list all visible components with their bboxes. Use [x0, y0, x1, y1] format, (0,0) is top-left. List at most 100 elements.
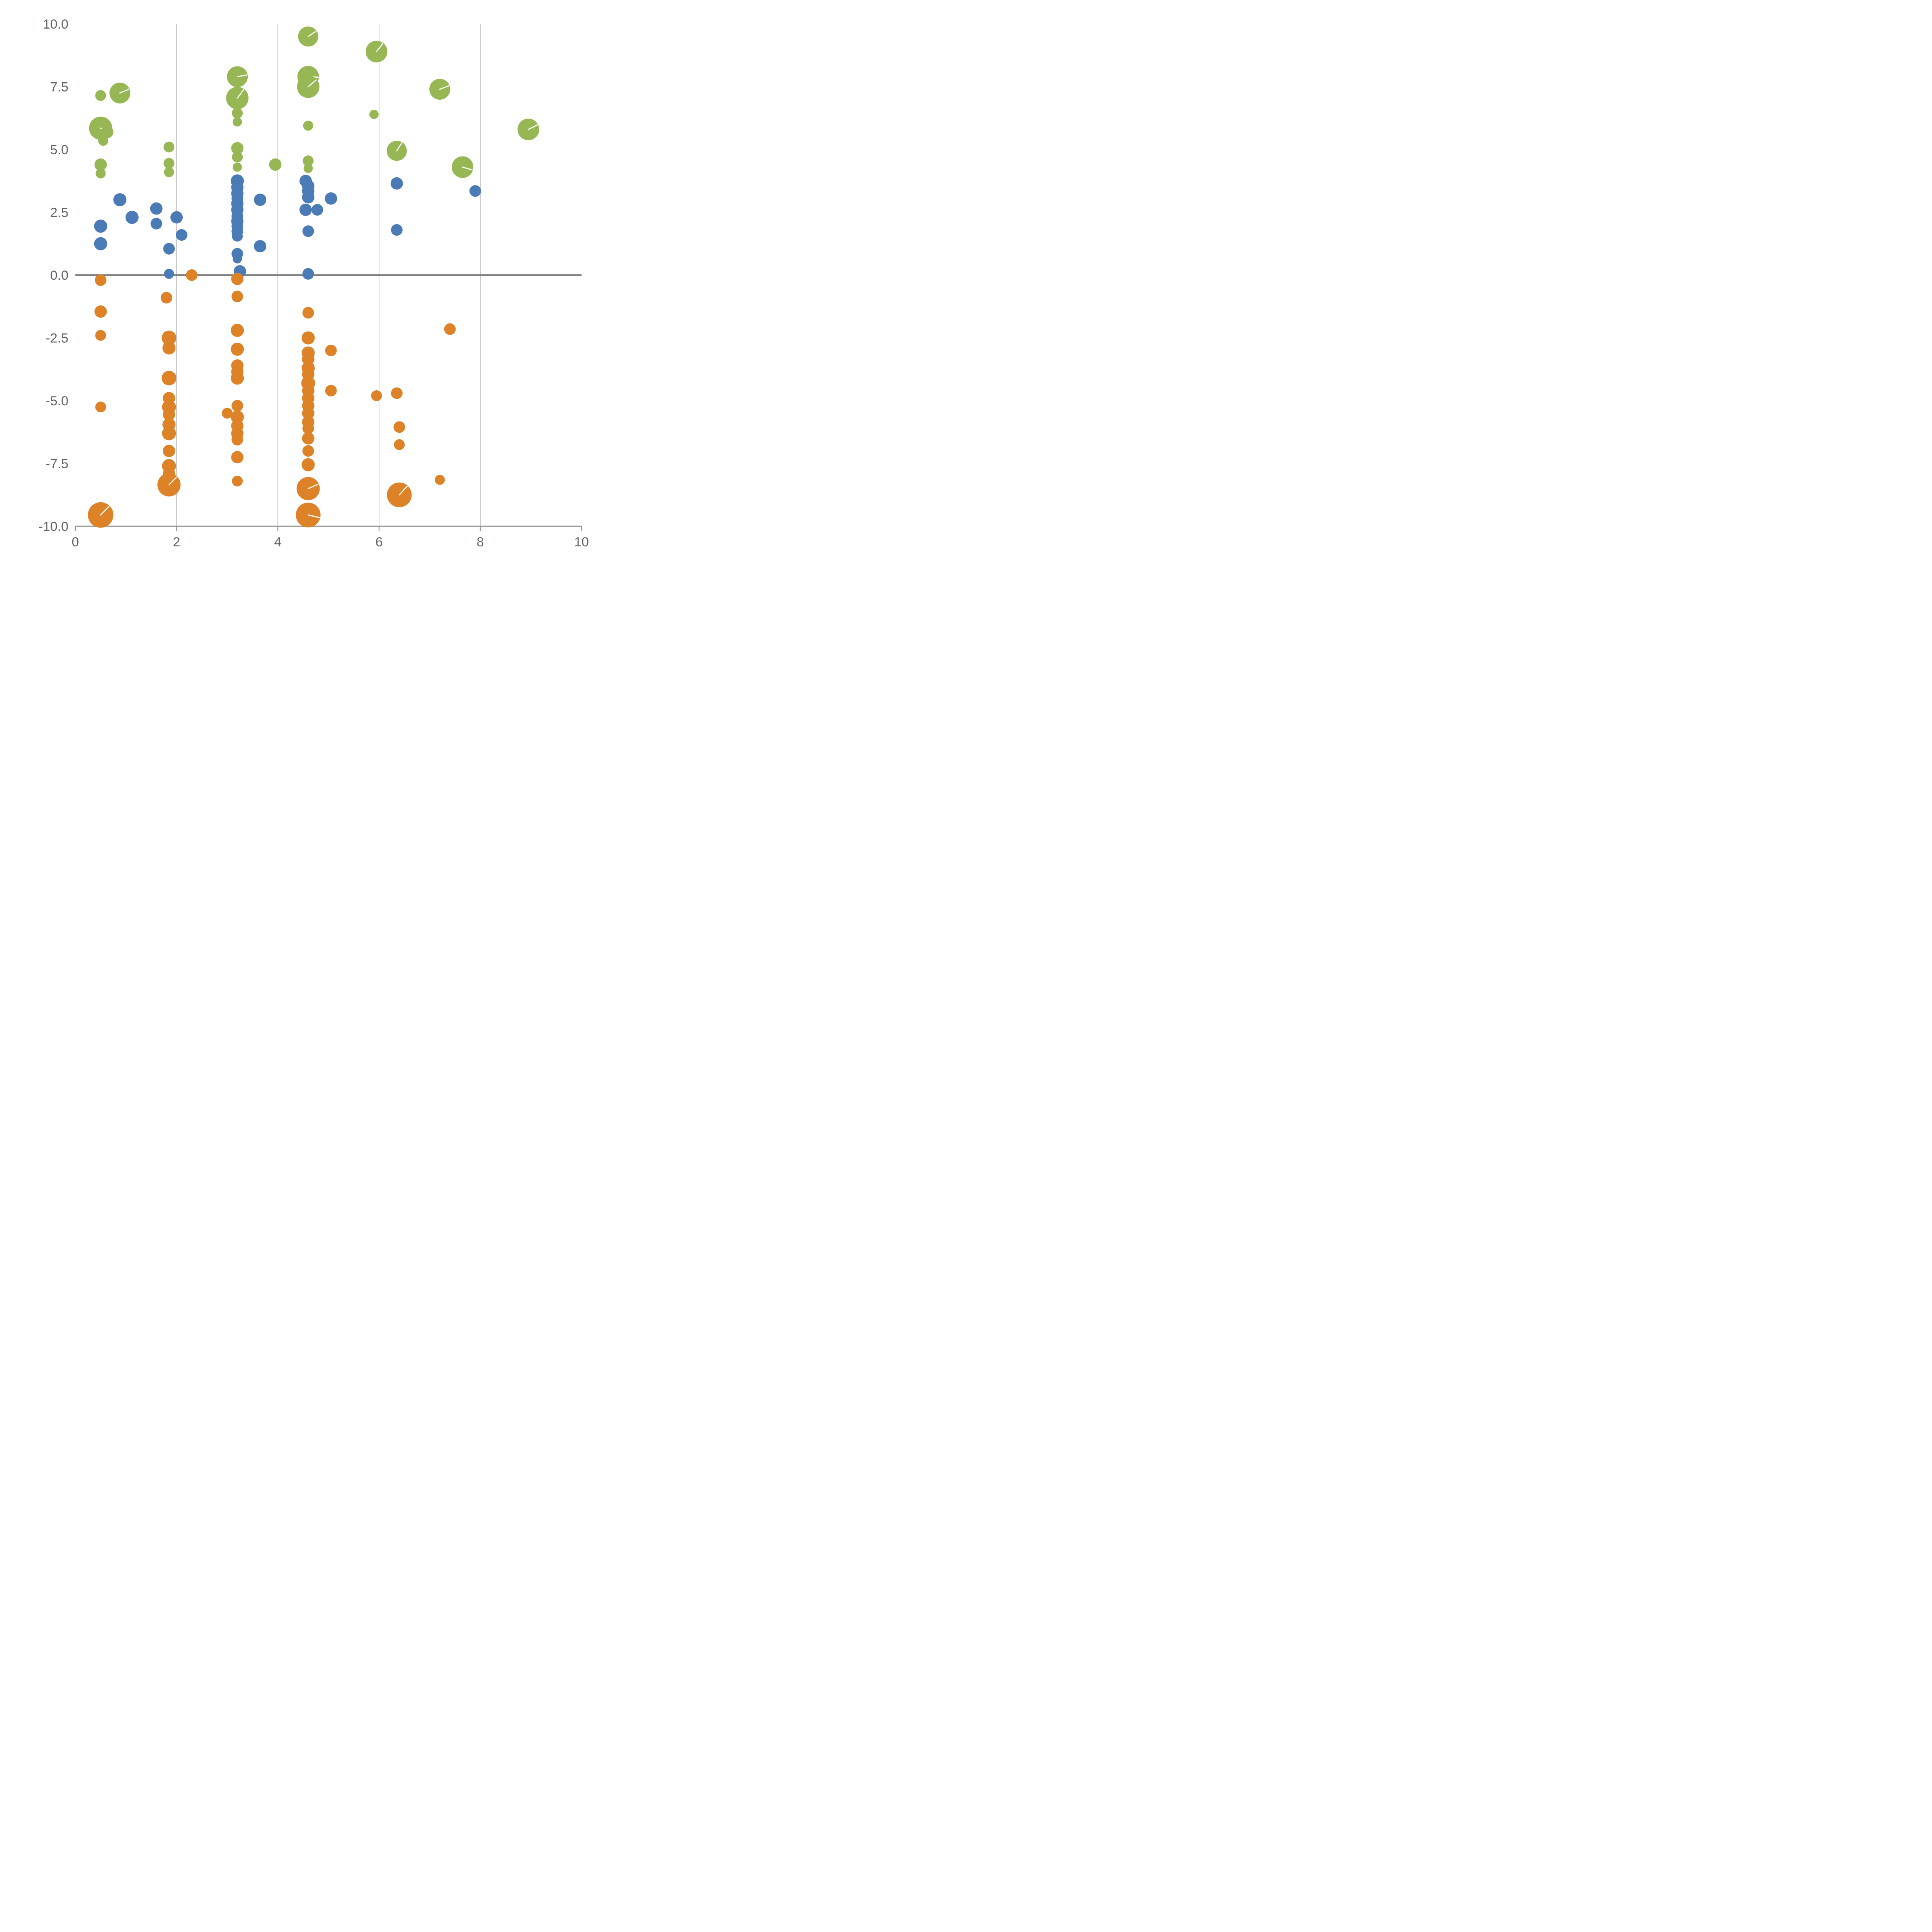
data-point-orange — [231, 324, 244, 337]
data-point-orange — [393, 421, 405, 433]
data-point-orange — [162, 371, 177, 386]
data-point-orange — [391, 387, 403, 399]
data-point-blue — [302, 225, 314, 237]
bubble-highlight-line — [308, 514, 320, 518]
x-tick-label: 10 — [574, 535, 589, 549]
data-point-orange — [162, 426, 176, 440]
data-point-orange — [163, 445, 175, 457]
data-point-blue — [113, 193, 127, 206]
y-tick-label: 0.0 — [50, 268, 68, 283]
data-point-blue — [176, 229, 188, 241]
bubble-highlight-line — [376, 43, 383, 52]
data-point-orange — [163, 408, 175, 421]
x-tick-label: 2 — [173, 535, 180, 549]
data-point-orange — [231, 434, 243, 446]
data-point-green — [163, 158, 175, 169]
data-point-orange — [231, 291, 243, 303]
data-point-green — [303, 163, 313, 173]
bubble-highlight-line — [168, 476, 177, 486]
data-point-blue — [325, 192, 337, 205]
bubble-highlight-line — [396, 142, 403, 151]
bubble-highlight-line — [100, 505, 110, 516]
data-point-blue — [299, 204, 312, 216]
data-point-blue — [302, 268, 314, 280]
data-point-orange — [302, 407, 315, 420]
data-point-green — [95, 90, 106, 101]
data-point-blue — [311, 204, 323, 216]
y-tick-label: 10.0 — [43, 17, 68, 32]
data-point-blue — [170, 211, 183, 224]
data-point-green — [164, 167, 174, 177]
bubble-highlight-line — [439, 85, 450, 90]
data-point-green — [231, 142, 244, 155]
data-point-green — [369, 110, 379, 119]
data-point-green — [101, 126, 114, 138]
data-point-orange — [302, 432, 315, 445]
bubble-chart: 0 2 4 6 8 10 -10.0 -7.5 -5.0 -2.5 0.0 2.5 5.0 7.5 10.0 — [39, 17, 589, 549]
data-point-orange — [444, 323, 456, 335]
data-point-green — [98, 136, 109, 146]
data-point-orange — [371, 390, 382, 401]
bubble-highlight-line — [236, 74, 248, 77]
data-point-orange — [231, 371, 244, 385]
data-point-orange — [94, 305, 107, 318]
data-point-blue — [150, 202, 163, 215]
data-point-orange — [231, 342, 244, 356]
data-point-blue — [233, 254, 242, 264]
data-point-blue — [469, 185, 481, 197]
data-point-green — [94, 158, 107, 171]
data-point-orange — [231, 410, 244, 424]
y-tick-label: -5.0 — [46, 394, 68, 408]
data-point-orange — [302, 422, 314, 434]
x-tick-label: 0 — [72, 535, 79, 549]
data-point-blue — [254, 240, 267, 253]
data-point-orange — [162, 330, 177, 345]
data-point-orange — [231, 272, 244, 285]
data-point-green — [233, 162, 242, 172]
bubble-highlight-line — [119, 88, 129, 94]
data-point-orange — [232, 476, 243, 486]
data-point-blue — [125, 211, 139, 224]
data-point-green — [232, 151, 243, 163]
data-point-blue — [163, 243, 175, 255]
data-point-orange — [186, 269, 198, 281]
chart-page: 0 2 4 6 8 10 -10.0 -7.5 -5.0 -2.5 0.0 2.5 5.0 7.5 10.0 — [0, 0, 599, 599]
data-point-orange — [231, 400, 243, 412]
data-point-blue — [254, 194, 267, 206]
data-point-orange — [162, 341, 176, 355]
data-point-green — [95, 168, 106, 179]
data-point-orange — [95, 274, 107, 286]
data-point-orange — [325, 345, 337, 356]
x-tick-label: 4 — [274, 535, 282, 549]
data-point-blue — [302, 191, 315, 204]
bubble-highlight-line — [527, 124, 538, 130]
data-point-blue — [390, 177, 403, 190]
data-point-green — [303, 155, 314, 167]
data-point-blue — [391, 224, 403, 236]
data-point-orange — [222, 408, 233, 419]
bubble-highlight-line — [308, 79, 317, 87]
data-point-orange — [301, 458, 315, 471]
data-point-orange — [302, 307, 314, 319]
y-tick-label: -10.0 — [39, 519, 69, 534]
data-point-blue — [94, 237, 107, 250]
bubble-highlight-line — [398, 485, 408, 496]
data-point-blue — [164, 269, 174, 279]
data-point-green — [232, 107, 243, 119]
data-point-orange — [394, 439, 405, 450]
x-tick-label: 8 — [477, 535, 484, 549]
bubble-highlight-line — [308, 31, 316, 37]
data-point-orange — [231, 451, 244, 464]
data-point-orange — [325, 385, 337, 396]
y-tick-label: -2.5 — [46, 331, 68, 346]
data-point-blue — [232, 231, 243, 242]
y-tick-label: 7.5 — [50, 80, 68, 95]
data-point-orange — [435, 474, 445, 485]
data-point-orange — [160, 292, 172, 304]
bubble-highlight-line — [462, 167, 473, 171]
data-point-orange — [301, 331, 315, 345]
data-point-blue — [150, 218, 162, 230]
y-tick-label: 5.0 — [50, 143, 68, 157]
data-point-orange — [95, 330, 106, 341]
x-tick-label: 6 — [376, 535, 383, 549]
